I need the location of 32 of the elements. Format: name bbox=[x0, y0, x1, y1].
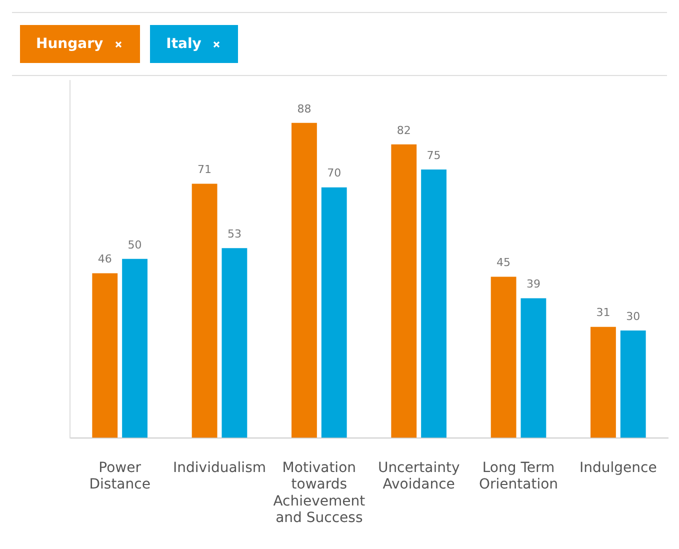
text: Italy bbox=[166, 36, 202, 52]
data-label: 53 bbox=[227, 228, 242, 241]
bar bbox=[520, 298, 546, 438]
bar bbox=[391, 144, 417, 438]
bar bbox=[222, 248, 248, 438]
text: Hungary bbox=[36, 36, 104, 52]
x-tick-label: Indulgence bbox=[579, 460, 657, 476]
bar bbox=[321, 187, 347, 438]
data-label: 75 bbox=[426, 148, 441, 162]
bar bbox=[620, 330, 646, 438]
x-tick-label: Individualism bbox=[172, 460, 266, 476]
x-tick-label: Motivation towards Achievement and Success bbox=[273, 460, 366, 526]
data-label: 45 bbox=[496, 256, 511, 270]
data-label: 70 bbox=[327, 166, 342, 180]
x-tick-label: Uncertainty Avoidance bbox=[378, 460, 460, 493]
bar bbox=[421, 169, 446, 438]
data-label: 30 bbox=[626, 310, 640, 323]
bar bbox=[292, 122, 317, 438]
data-label: 82 bbox=[396, 124, 411, 137]
data-label: 39 bbox=[526, 278, 540, 291]
bar bbox=[92, 273, 118, 438]
data-label: 46 bbox=[98, 252, 112, 266]
bar bbox=[192, 184, 218, 438]
data-label: 88 bbox=[297, 102, 312, 116]
x-tick-label: Long Term Orientation bbox=[478, 460, 558, 493]
bar bbox=[122, 258, 148, 438]
data-label: 71 bbox=[198, 163, 212, 176]
data-label: 50 bbox=[128, 238, 142, 252]
data-label: 31 bbox=[596, 306, 610, 320]
x-tick-label: Power Distance bbox=[89, 460, 150, 493]
bar bbox=[590, 326, 616, 438]
bar bbox=[490, 276, 516, 438]
